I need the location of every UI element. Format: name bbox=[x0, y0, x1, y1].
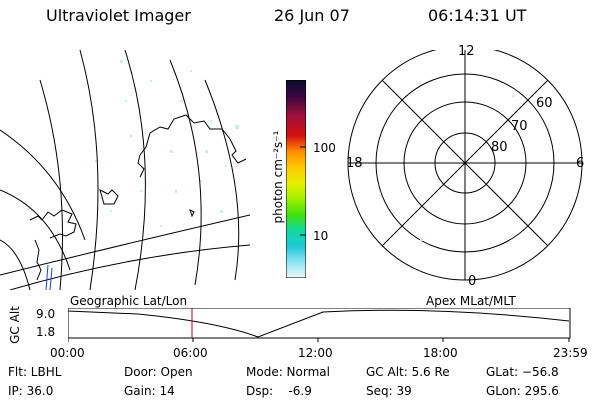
altitude-curve bbox=[68, 309, 570, 338]
geographic-map bbox=[0, 49, 250, 290]
polar-grid bbox=[347, 50, 583, 281]
mlt-label-12: 12 bbox=[458, 44, 475, 59]
mlt-label-18: 18 bbox=[346, 156, 363, 171]
image-time: 06:14:31 UT bbox=[428, 6, 527, 25]
status-door: Door: Open bbox=[124, 365, 193, 379]
image-date: 26 Jun 07 bbox=[274, 6, 350, 25]
status-gain: Gain: 14 bbox=[124, 384, 175, 398]
colorbar-unit-label: photon cm⁻²s⁻¹ bbox=[271, 130, 285, 224]
timeline-ticks bbox=[68, 338, 570, 342]
colorbar-tick-10: 10 bbox=[313, 229, 329, 243]
timeline-ytick-high: 9.0 bbox=[36, 307, 56, 321]
timeline-ytick-low: 1.8 bbox=[36, 325, 56, 339]
lat-label-60: 60 bbox=[536, 96, 553, 111]
polar-plot bbox=[347, 50, 583, 281]
lat-label-70: 70 bbox=[511, 119, 528, 134]
timeline-xtick-0600: 06:00 bbox=[173, 346, 208, 360]
status-sequence: Seq: 39 bbox=[366, 384, 412, 398]
lat-lon-grid bbox=[0, 49, 250, 290]
status-filter: Flt: LBHL bbox=[8, 365, 62, 379]
status-ip: IP: 36.0 bbox=[8, 384, 54, 398]
colorbar-tick-100: 100 bbox=[313, 141, 336, 155]
status-glat: GLat: −56.8 bbox=[486, 365, 559, 379]
uv-emission-speckle bbox=[95, 60, 239, 227]
timeline-right-label: Apex MLat/MLT bbox=[426, 294, 516, 308]
mlt-label-6: 6 bbox=[576, 156, 585, 171]
lat-label-80: 80 bbox=[491, 140, 508, 155]
timeline-y-label: GC Alt bbox=[8, 306, 22, 344]
status-dsp: Dsp: -6.9 bbox=[246, 384, 312, 398]
satellite-track bbox=[45, 264, 53, 290]
mlt-label-0: 0 bbox=[468, 274, 477, 289]
status-gc-altitude: GC Alt: 5.6 Re bbox=[366, 365, 450, 379]
timeline-xtick-1200: 12:00 bbox=[298, 346, 333, 360]
timeline-xtick-0000: 00:00 bbox=[50, 346, 85, 360]
status-mode: Mode: Normal bbox=[246, 365, 330, 379]
polar-uv-speckle bbox=[420, 95, 514, 241]
timeline-left-label: Geographic Lat/Lon bbox=[70, 294, 188, 308]
timeline-xtick-2359: 23:59 bbox=[553, 346, 588, 360]
instrument-title: Ultraviolet Imager bbox=[46, 6, 191, 25]
altitude-timeline bbox=[68, 308, 571, 342]
timeline-xtick-1800: 18:00 bbox=[423, 346, 458, 360]
colorbar bbox=[286, 80, 306, 278]
status-glon: GLon: 295.6 bbox=[486, 384, 559, 398]
coastline bbox=[29, 114, 247, 281]
